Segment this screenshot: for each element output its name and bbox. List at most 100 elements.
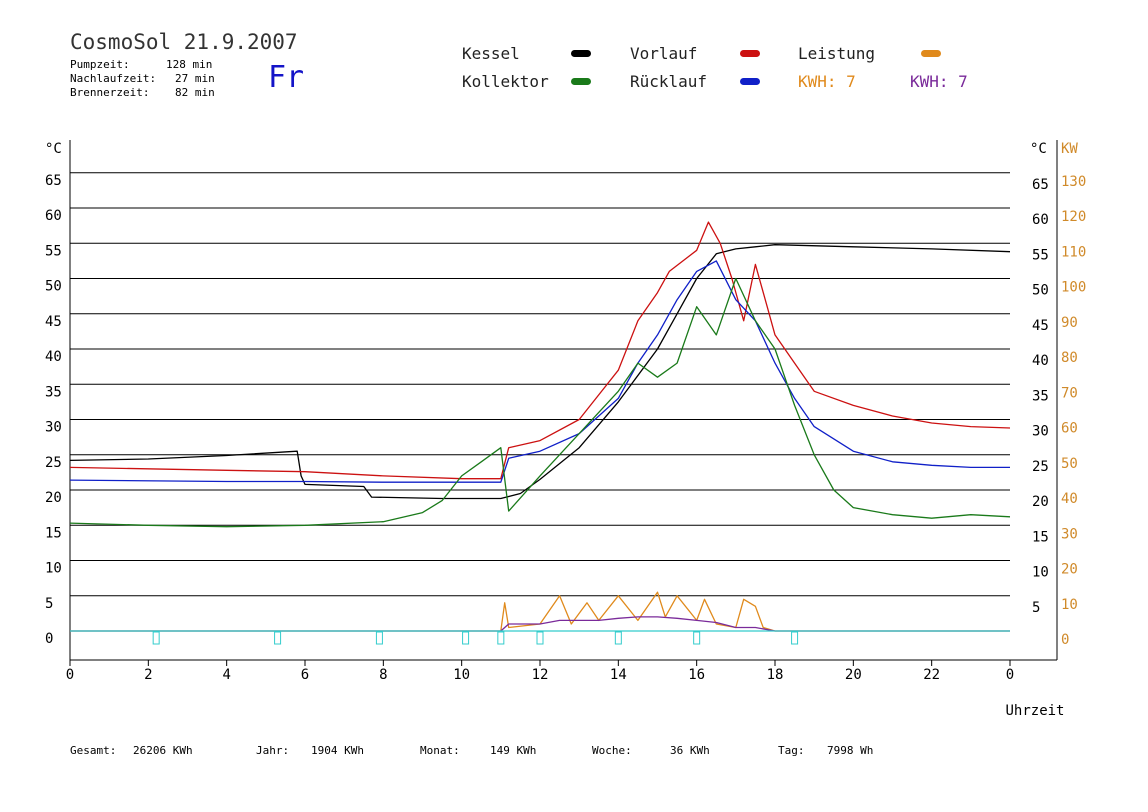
x-tick-label: 18 [767, 667, 784, 683]
y-axis-label-left: °C [45, 141, 62, 157]
x-tick-label: 6 [301, 667, 309, 683]
y-tick-left: 35 [45, 384, 62, 400]
y-tick-left: 25 [45, 455, 62, 471]
footer-monat-value: 149 KWh [490, 744, 537, 757]
pump-marker [614, 631, 622, 645]
footer-gesamt-label: Gesamt: [70, 744, 117, 757]
y-tick-left: 60 [45, 208, 62, 224]
series-line-kwh [70, 616, 1010, 632]
y-tick-right-c: 5 [1032, 600, 1040, 616]
pump-marker [462, 631, 470, 645]
y-tick-right-c: 65 [1032, 177, 1049, 193]
pump-marker [152, 631, 160, 645]
y-axis-label-right-kw: KW [1061, 141, 1078, 157]
x-tick-label: 22 [923, 667, 940, 683]
brennerzeit-value: 82 min [175, 86, 215, 99]
y-tick-left: 50 [45, 279, 62, 295]
footer-woche-value: 36 KWh [670, 744, 710, 757]
footer-monat-label: Monat: [420, 744, 460, 757]
footer-tag-label: Tag: [778, 744, 805, 757]
y-tick-right-kw: 80 [1061, 350, 1078, 366]
series-line-r-cklauf [69, 260, 1010, 483]
legend-kwh-total: KWH: 7 [910, 72, 968, 91]
y-tick-left: 45 [45, 314, 62, 330]
x-tick-label: 10 [453, 667, 470, 683]
x-tick-label: 0 [1006, 667, 1014, 683]
footer-jahr-value: 1904 KWh [311, 744, 364, 757]
y-tick-left: 5 [45, 596, 53, 612]
legend-leistung-swatch [921, 50, 941, 57]
y-tick-right-c: 20 [1032, 494, 1049, 510]
pump-marker [536, 631, 544, 645]
legend-kessel-label: Kessel [462, 44, 520, 63]
series-line-kessel [69, 244, 1011, 500]
y-tick-right-c: 50 [1032, 283, 1049, 299]
y-tick-right-c: 10 [1032, 565, 1049, 581]
y-tick-right-c: 35 [1032, 388, 1049, 404]
y-tick-right-kw: 20 [1061, 562, 1078, 578]
brennerzeit-label: Brennerzeit: [70, 86, 150, 99]
pump-marker [274, 631, 282, 645]
y-tick-right-kw: 40 [1061, 491, 1078, 507]
pump-marker [375, 631, 383, 645]
legend-ruecklauf-swatch [740, 78, 760, 85]
series-line-vorlauf [69, 221, 1011, 480]
footer-woche-label: Woche: [592, 744, 632, 757]
y-axis-label-right-c: °C [1030, 141, 1047, 157]
y-tick-right-kw: 30 [1061, 526, 1078, 542]
page-title: CosmoSol 21.9.2007 [70, 30, 298, 54]
legend-kwh-leistung: KWH: 7 [798, 72, 856, 91]
legend-kollektor-label: Kollektor [462, 72, 549, 91]
y-tick-right-c: 25 [1032, 459, 1049, 475]
pump-marker [497, 631, 505, 645]
y-tick-right-c: 15 [1032, 529, 1049, 545]
pump-marker [693, 631, 701, 645]
pumpzeit-label: Pumpzeit: [70, 58, 130, 71]
footer-tag-value: 7998 Wh [827, 744, 874, 757]
series-line-leistung [70, 591, 1010, 632]
pumpzeit-value: 128 min [166, 58, 213, 71]
x-tick-label: 16 [688, 667, 705, 683]
y-tick-right-kw: 10 [1061, 597, 1078, 613]
x-tick-label: 20 [845, 667, 862, 683]
y-tick-right-c: 45 [1032, 318, 1049, 334]
x-tick-label: 12 [532, 667, 549, 683]
pump-marker [791, 631, 799, 645]
nachlaufzeit-value: 27 min [175, 72, 215, 85]
x-tick-label: 8 [379, 667, 387, 683]
y-tick-right-kw: 50 [1061, 456, 1078, 472]
y-tick-left: 65 [45, 173, 62, 189]
legend-leistung-label: Leistung [798, 44, 876, 63]
weekday-label: Fr [268, 60, 305, 95]
y-tick-left: 40 [45, 349, 62, 365]
x-axis-label: Uhrzeit [1005, 703, 1064, 719]
y-tick-right-kw: 110 [1061, 244, 1086, 260]
y-tick-right-c: 55 [1032, 247, 1049, 263]
y-tick-right-c: 30 [1032, 424, 1049, 440]
series-line-kollektor [69, 277, 1011, 528]
y-tick-left: 30 [45, 420, 62, 436]
y-tick-right-kw: 100 [1061, 280, 1086, 296]
y-tick-left: 0 [45, 631, 53, 647]
legend-ruecklauf-label: Rücklauf [630, 72, 708, 91]
legend-kollektor-swatch [571, 78, 591, 85]
legend-vorlauf-swatch [740, 50, 760, 57]
x-tick-label: 0 [66, 667, 74, 683]
footer-gesamt-value: 26206 KWh [133, 744, 193, 757]
x-tick-label: 14 [610, 667, 627, 683]
y-tick-right-kw: 90 [1061, 315, 1078, 331]
legend-vorlauf-label: Vorlauf [630, 44, 698, 63]
x-tick-label: 4 [222, 667, 230, 683]
y-tick-left: 10 [45, 561, 62, 577]
y-tick-left: 15 [45, 525, 62, 541]
y-tick-left: 20 [45, 490, 62, 506]
y-tick-right-c: 60 [1032, 212, 1049, 228]
y-tick-left: 55 [45, 243, 62, 259]
y-tick-right-kw: 120 [1061, 209, 1086, 225]
y-tick-right-c: 40 [1032, 353, 1049, 369]
y-tick-right-kw: 0 [1061, 632, 1069, 648]
nachlaufzeit-label: Nachlaufzeit: [70, 72, 157, 85]
y-tick-right-kw: 130 [1061, 174, 1086, 190]
legend-kessel-swatch [571, 50, 591, 57]
